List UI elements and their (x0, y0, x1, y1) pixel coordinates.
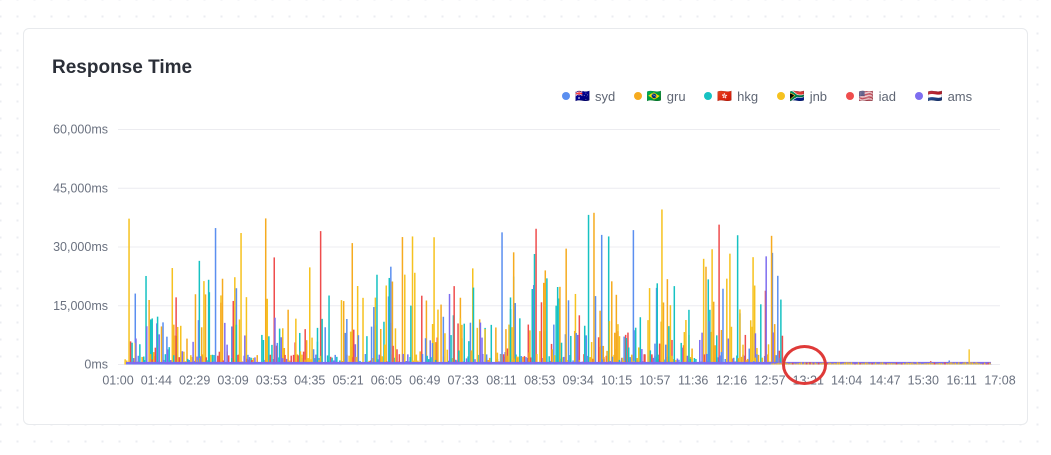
svg-text:14:04: 14:04 (831, 374, 862, 388)
svg-text:09:34: 09:34 (563, 374, 594, 388)
svg-text:60,000ms: 60,000ms (53, 123, 108, 137)
svg-text:10:57: 10:57 (639, 374, 670, 388)
svg-text:03:09: 03:09 (217, 374, 248, 388)
svg-text:11:36: 11:36 (678, 374, 708, 388)
svg-text:02:29: 02:29 (179, 374, 210, 388)
svg-text:14:47: 14:47 (869, 374, 900, 388)
svg-text:15:30: 15:30 (908, 374, 939, 388)
svg-text:06:49: 06:49 (409, 374, 440, 388)
svg-text:03:53: 03:53 (256, 374, 287, 388)
svg-text:10:15: 10:15 (601, 374, 632, 388)
svg-text:16:11: 16:11 (946, 374, 976, 388)
svg-text:07:33: 07:33 (447, 374, 478, 388)
svg-text:30,000ms: 30,000ms (53, 240, 108, 254)
svg-text:04:35: 04:35 (294, 374, 325, 388)
svg-text:01:00: 01:00 (102, 374, 133, 388)
svg-text:17:08: 17:08 (984, 374, 1015, 388)
svg-text:06:05: 06:05 (371, 374, 402, 388)
svg-text:08:53: 08:53 (524, 374, 555, 388)
svg-text:15,000ms: 15,000ms (53, 299, 108, 313)
svg-text:08:11: 08:11 (486, 374, 516, 388)
svg-text:01:44: 01:44 (141, 374, 172, 388)
svg-text:12:57: 12:57 (754, 374, 785, 388)
svg-text:05:21: 05:21 (332, 374, 363, 388)
svg-text:0ms: 0ms (84, 358, 108, 372)
svg-text:12:16: 12:16 (716, 374, 747, 388)
svg-text:45,000ms: 45,000ms (53, 181, 108, 195)
